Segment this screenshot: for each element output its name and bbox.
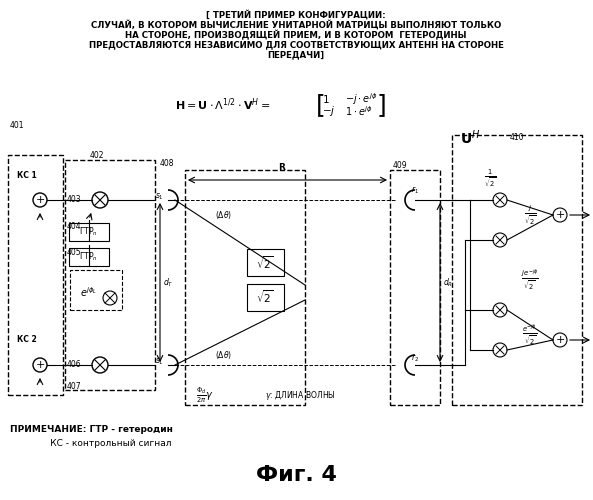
Text: ГТР$_n$: ГТР$_n$: [79, 251, 98, 263]
Text: ПЕРЕДАЧИ]: ПЕРЕДАЧИ]: [267, 50, 324, 59]
Text: $e^{j\phi_L}$: $e^{j\phi_L}$: [81, 285, 98, 299]
Text: $-j$: $-j$: [322, 104, 336, 118]
Text: $r_1$: $r_1$: [411, 185, 419, 196]
Text: $1\cdot e^{j\phi}$: $1\cdot e^{j\phi}$: [345, 104, 373, 118]
Text: $d_T$: $d_T$: [163, 277, 174, 289]
Text: $1$: $1$: [322, 93, 330, 105]
Text: $s_1$: $s_1$: [155, 357, 164, 367]
Text: $(\Delta\theta)$: $(\Delta\theta)$: [215, 209, 232, 221]
Text: 410: 410: [510, 134, 524, 142]
Text: $\mathbf{H}=\mathbf{U}\cdot\Lambda^{1/2}\cdot\mathbf{V}^H=$: $\mathbf{H}=\mathbf{U}\cdot\Lambda^{1/2}…: [175, 96, 270, 114]
Text: 406: 406: [67, 360, 82, 369]
Text: $(\Delta\theta)$: $(\Delta\theta)$: [215, 349, 232, 361]
Text: $\frac{\Phi_d}{2\pi}\gamma$: $\frac{\Phi_d}{2\pi}\gamma$: [196, 386, 214, 404]
Text: 407: 407: [67, 382, 82, 391]
FancyBboxPatch shape: [69, 223, 109, 241]
FancyBboxPatch shape: [247, 249, 284, 276]
Text: +: +: [555, 335, 565, 345]
Text: R: R: [279, 163, 285, 172]
Text: 405: 405: [67, 248, 82, 257]
Text: $\sqrt{2}$: $\sqrt{2}$: [256, 254, 274, 272]
Text: 403: 403: [67, 195, 82, 204]
Text: $\mathbf{U}^H$: $\mathbf{U}^H$: [460, 128, 480, 148]
Text: $s_1$: $s_1$: [155, 192, 164, 202]
Text: $\frac{e^{-j\phi}}{\sqrt{2}}$: $\frac{e^{-j\phi}}{\sqrt{2}}$: [522, 324, 538, 346]
Text: $\gamma$: ДЛИНА ВОЛНЫ: $\gamma$: ДЛИНА ВОЛНЫ: [265, 388, 336, 402]
Text: $d_R$: $d_R$: [443, 277, 453, 289]
Text: $\frac{1}{\sqrt{2}}$: $\frac{1}{\sqrt{2}}$: [484, 167, 496, 189]
Text: КС 1: КС 1: [17, 170, 37, 179]
Text: $\frac{j}{\sqrt{2}}$: $\frac{j}{\sqrt{2}}$: [524, 204, 536, 227]
Text: ПРИМЕЧАНИЕ: ГТР - гетеродин: ПРИМЕЧАНИЕ: ГТР - гетеродин: [10, 426, 173, 434]
Text: [: [: [316, 93, 326, 117]
Text: 402: 402: [90, 151, 104, 160]
FancyBboxPatch shape: [69, 248, 109, 266]
Text: [ ТРЕТИЙ ПРИМЕР КОНФИГУРАЦИИ:: [ ТРЕТИЙ ПРИМЕР КОНФИГУРАЦИИ:: [206, 10, 386, 20]
Text: КС 2: КС 2: [17, 336, 37, 344]
Text: Фиг. 4: Фиг. 4: [256, 465, 336, 485]
Text: +: +: [36, 360, 44, 370]
Text: ГТР$_n$: ГТР$_n$: [79, 226, 98, 238]
Text: 408: 408: [160, 159, 174, 168]
Text: $\frac{je^{-j\phi}}{\sqrt{2}}$: $\frac{je^{-j\phi}}{\sqrt{2}}$: [521, 268, 539, 292]
Text: КС - контрольный сигнал: КС - контрольный сигнал: [10, 440, 171, 448]
Text: +: +: [36, 195, 44, 205]
Text: 409: 409: [393, 161, 407, 170]
FancyBboxPatch shape: [247, 284, 284, 311]
Text: ]: ]: [377, 93, 387, 117]
Text: $-j\cdot e^{j\phi}$: $-j\cdot e^{j\phi}$: [345, 91, 377, 107]
Text: ПРЕДОСТАВЛЯЮТСЯ НЕЗАВИСИМО ДЛЯ СООТВЕТСТВУЮЩИХ АНТЕНН НА СТОРОНЕ: ПРЕДОСТАВЛЯЮТСЯ НЕЗАВИСИМО ДЛЯ СООТВЕТСТ…: [88, 40, 503, 49]
Text: 404: 404: [67, 222, 82, 231]
Text: $\sqrt{2}$: $\sqrt{2}$: [256, 288, 274, 306]
Text: 401: 401: [10, 121, 24, 130]
Text: НА СТОРОНЕ, ПРОИЗВОДЯЩЕЙ ПРИЕМ, И В КОТОРОМ  ГЕТЕРОДИНЫ: НА СТОРОНЕ, ПРОИЗВОДЯЩЕЙ ПРИЕМ, И В КОТО…: [125, 30, 467, 40]
Text: СЛУЧАЙ, В КОТОРОМ ВЫЧИСЛЕНИЕ УНИТАРНОЙ МАТРИЦЫ ВЫПОЛНЯЮТ ТОЛЬКО: СЛУЧАЙ, В КОТОРОМ ВЫЧИСЛЕНИЕ УНИТАРНОЙ М…: [91, 20, 501, 30]
Text: $r_2$: $r_2$: [411, 352, 419, 364]
Text: +: +: [555, 210, 565, 220]
